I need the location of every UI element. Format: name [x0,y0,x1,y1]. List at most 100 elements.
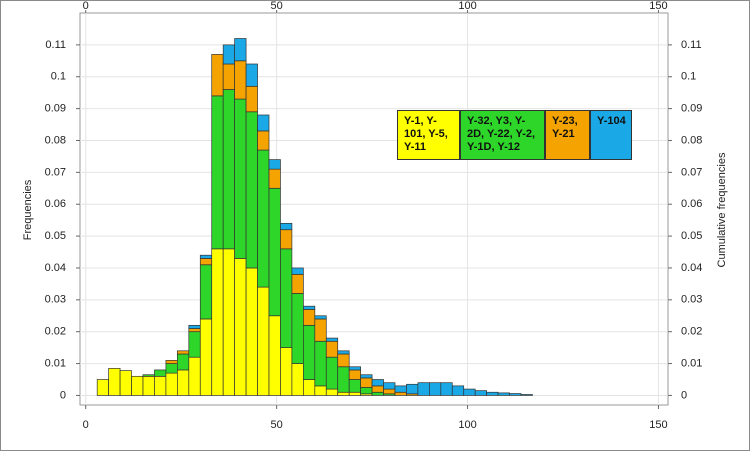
bar-segment [154,369,167,377]
legend-entry: Y-23, Y-21 [545,110,590,160]
bar-segment [154,375,167,396]
bar-segment [245,63,258,87]
bar-segment [199,254,213,259]
x-top-tick-label: 50 [271,0,283,12]
y-tick-label: 0.06 [45,198,66,210]
bar-segment [245,111,258,269]
bar-segment [96,379,109,396]
bar-segment [303,309,316,326]
bar-segment [245,267,258,396]
x-tick-label: 100 [458,419,476,431]
bar-segment [108,367,121,396]
bar-segment [257,130,270,151]
bar-segment [348,379,361,393]
bar-segment [371,391,384,396]
bar-segment [474,390,487,396]
bar-segment [314,340,327,387]
bar-segment [199,258,213,266]
y2-tick-label: 0.01 [681,357,702,369]
x-top-tick-label: 100 [458,0,476,12]
bar-segment [371,385,384,393]
bar-segment [360,377,373,388]
bar-segment [177,353,190,371]
bar-segment [188,331,201,358]
bar-segment [337,353,350,368]
bar-segment [188,328,201,333]
bar-segment [165,363,178,374]
y2-tick-label: 0.11 [681,39,702,51]
bar-segment [303,379,316,396]
bar-segment [222,44,235,65]
y2-tick-label: 0.09 [681,103,702,115]
y2-axis-label: Cumulative frequencies [716,152,728,267]
bar-segment [325,337,339,342]
bar-segment [257,149,270,288]
y-tick-label: 0.03 [45,294,66,306]
y-tick-label: 0.11 [45,39,66,51]
plot-area [79,12,669,406]
bar-segment [211,54,224,97]
y2-tick-label: 0.05 [681,230,702,242]
bar-segment [188,324,201,329]
y-axis-label: Frequencies [22,179,34,240]
bar-segment [291,267,304,275]
y-tick-label: 0.02 [45,326,66,338]
bar-segment [257,286,270,396]
bar-segment [165,360,178,364]
bar-segment [417,382,430,396]
bar-segment [337,391,350,396]
y-tick-label: 0.05 [45,230,66,242]
bar-segment [234,38,247,62]
bar-segment [199,264,213,320]
bar-segment [188,356,201,396]
y-tick-label: 0.1 [51,71,66,83]
bar-segment [440,382,453,396]
y2-tick-label: 0.07 [681,166,702,178]
x-tick-label: 150 [649,419,667,431]
bar-segment [268,168,281,189]
y-tick-label: 0.04 [45,262,66,274]
bar-segment [291,273,304,294]
bar-segment [348,369,361,380]
bar-segment [360,374,373,379]
y2-tick-label: 0.08 [681,134,702,146]
bar-segment [394,391,407,396]
bar-segment [325,356,339,390]
bar-segment [509,393,522,396]
bar-segment [520,394,533,396]
bar-segment [245,85,258,113]
legend-entry: Y-1, Y-101, Y-5, Y-11 [397,110,460,160]
bar-segment [234,60,247,100]
bar-segment [314,385,327,396]
bar-segment [199,318,213,396]
bar-segment [222,89,235,250]
legend-entry: Y-32, Y3, Y-2D, Y-22, Y-2, Y-1D, Y-12 [460,110,545,160]
legend-entry: Y-104 [590,110,632,160]
bar-segment [337,366,350,393]
bar-segment [360,387,373,395]
bar-segment [291,363,304,396]
bar-segment [131,375,144,396]
y2-tick-label: 0.1 [681,71,696,83]
x-top-tick-label: 150 [649,0,667,12]
y2-tick-label: 0.02 [681,326,702,338]
y-tick-label: 0.07 [45,166,66,178]
bar-segment [463,388,476,396]
bar-segment [429,382,442,396]
bar-segment [268,159,281,170]
x-tick-label: 50 [271,419,283,431]
bar-segment [348,391,361,396]
bar-segment [280,222,293,231]
bar-segment [303,324,316,380]
x-tick-label: 0 [83,419,89,431]
bar-segment [177,369,190,396]
y-tick-label: 0 [60,389,66,401]
bar-segment [222,63,235,90]
bar-segment [314,315,327,320]
bar-segment [383,388,396,395]
x-top-tick-label: 0 [83,0,89,12]
bar-segment [348,366,361,371]
bar-segment [234,98,247,259]
bar-segment [325,388,339,396]
